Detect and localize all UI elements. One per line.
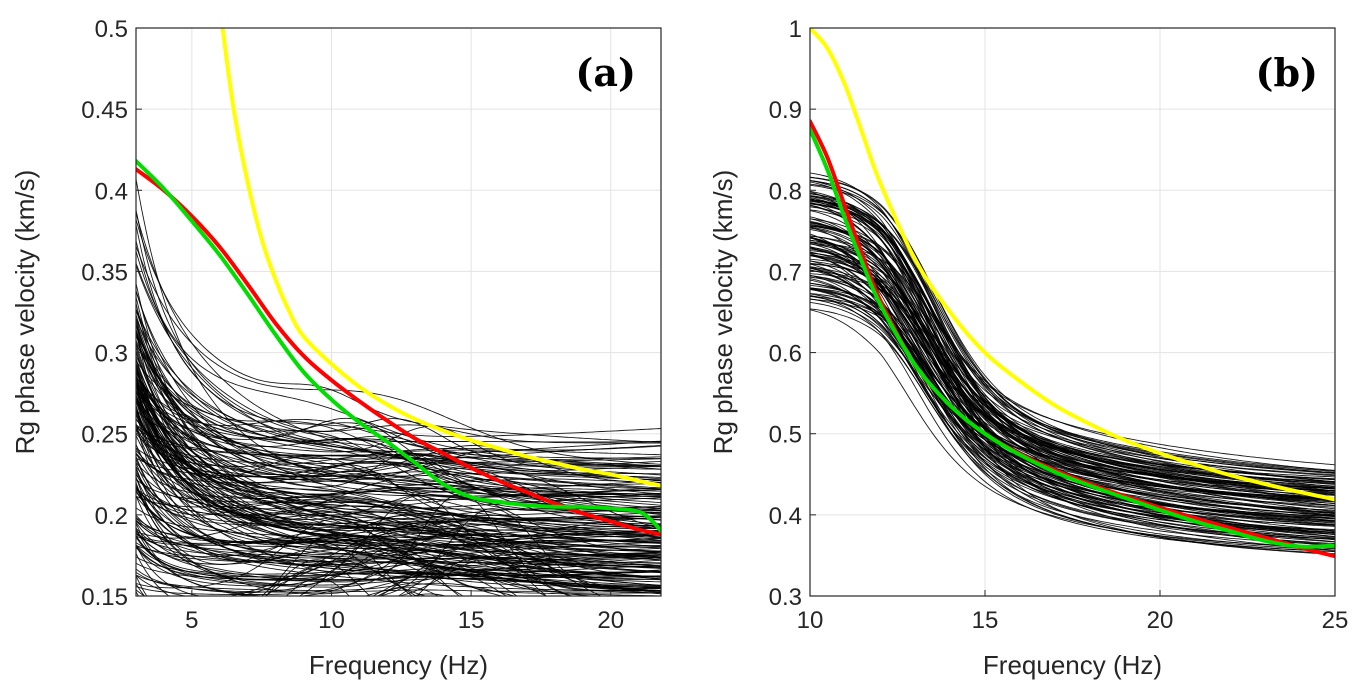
x-tick-label: 15 bbox=[972, 607, 999, 634]
panel-a-y-ticks: 0.15 0.2 0.25 0.3 0.35 0.4 0.45 0.5 bbox=[81, 16, 142, 611]
y-tick-label: 1 bbox=[789, 16, 802, 43]
ensemble-curve bbox=[810, 310, 1335, 548]
x-tick-label: 5 bbox=[185, 607, 198, 634]
x-tick-label: 20 bbox=[1147, 607, 1174, 634]
y-tick-label: 0.5 bbox=[769, 422, 802, 449]
y-tick-label: 0.8 bbox=[769, 178, 802, 205]
y-tick-label: 0.2 bbox=[95, 503, 128, 530]
ensemble-curve bbox=[810, 302, 1335, 543]
y-tick-label: 0.3 bbox=[95, 341, 128, 368]
panel-a-x-axis-label: Frequency (Hz) bbox=[309, 650, 488, 680]
panel-b-ensemble-curves bbox=[810, 173, 1335, 554]
panel-a-y-axis-label: Rg phase velocity (km/s) bbox=[10, 170, 40, 455]
panel-b-label: (b) bbox=[1255, 50, 1318, 95]
x-tick-label: 15 bbox=[458, 607, 485, 634]
ensemble-curve bbox=[136, 329, 661, 505]
ensemble-curve bbox=[810, 274, 1335, 491]
ensemble-curve bbox=[810, 204, 1335, 488]
y-tick-label: 0.6 bbox=[769, 341, 802, 368]
ensemble-curve bbox=[136, 210, 661, 442]
ensemble-curve bbox=[810, 296, 1335, 550]
panel-a-chart: 5 10 15 20 0.15 0.2 0.25 0.3 0.35 0.4 0.45 0.5 Fre… bbox=[10, 16, 661, 686]
panel-a-ensemble-curves bbox=[136, 179, 661, 686]
y-tick-label: 0.5 bbox=[95, 16, 128, 43]
ensemble-curve bbox=[810, 197, 1335, 502]
x-tick-label: 25 bbox=[1322, 607, 1349, 634]
y-tick-label: 0.45 bbox=[81, 97, 128, 124]
y-tick-label: 0.15 bbox=[81, 584, 128, 611]
y-tick-label: 0.9 bbox=[769, 97, 802, 124]
panel-b-chart: 10 15 20 25 0.3 0.4 0.5 0.6 0.7 0.8 0.9 1 Frequenc… bbox=[708, 16, 1348, 680]
y-tick-label: 0.7 bbox=[769, 259, 802, 286]
x-tick-label: 10 bbox=[318, 607, 345, 634]
panel-b-y-ticks: 0.3 0.4 0.5 0.6 0.7 0.8 0.9 1 bbox=[769, 16, 816, 611]
panel-b-x-axis-label: Frequency (Hz) bbox=[983, 650, 1162, 680]
y-tick-label: 0.35 bbox=[81, 259, 128, 286]
x-tick-label: 20 bbox=[597, 607, 624, 634]
ensemble-curve bbox=[810, 203, 1335, 488]
panel-a-label: (a) bbox=[575, 50, 636, 95]
series-line-yellow bbox=[223, 28, 661, 486]
y-tick-label: 0.3 bbox=[769, 584, 802, 611]
y-tick-label: 0.25 bbox=[81, 422, 128, 449]
panel-b-y-axis-label: Rg phase velocity (km/s) bbox=[708, 170, 738, 455]
ensemble-curve bbox=[810, 222, 1335, 475]
y-tick-label: 0.4 bbox=[95, 178, 128, 205]
x-tick-label: 10 bbox=[797, 607, 824, 634]
ensemble-curve bbox=[810, 256, 1335, 552]
ensemble-curve bbox=[136, 225, 661, 436]
y-tick-label: 0.4 bbox=[769, 503, 802, 530]
